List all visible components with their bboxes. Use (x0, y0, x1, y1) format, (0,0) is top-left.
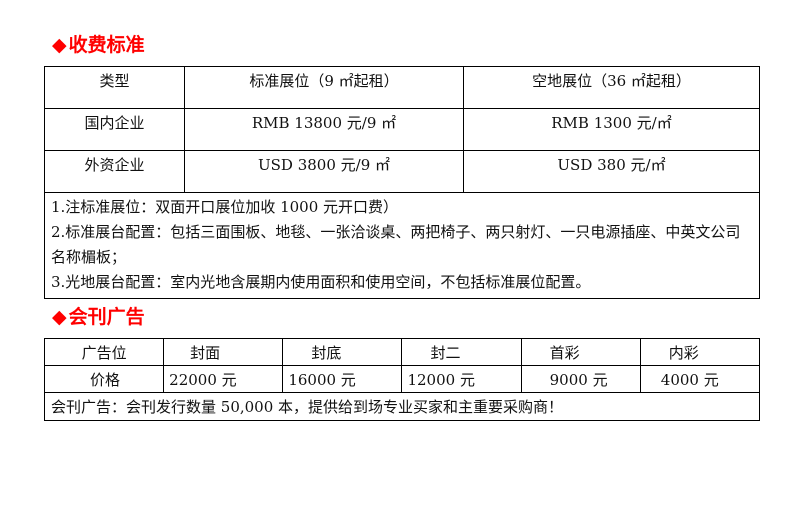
header-cell: 封底 (282, 338, 403, 366)
header-cell: 内彩 (639, 338, 761, 366)
fee-table: 类型 标准展位（9 ㎡起租） 空地展位（36 ㎡起租） 国内企业 RMB 138… (44, 66, 760, 299)
section-heading-fees: ◆ 收费标准 (52, 30, 145, 57)
header-cell: 标准展位（9 ㎡起租） (184, 66, 464, 109)
header-cell: 广告位 (43, 338, 165, 366)
table-cell: USD 3800 元/9 ㎡ (184, 150, 464, 193)
diamond-bullet-icon: ◆ (52, 34, 67, 56)
table-cell: 16000 元 (282, 365, 403, 393)
section-heading-ads: ◆ 会刊广告 (52, 302, 145, 329)
diamond-bullet-icon: ◆ (52, 306, 67, 328)
table-row: 价格 22000 元 16000 元 12000 元 9000 元 4000 元 (43, 365, 761, 393)
table-header-row: 广告位 封面 封底 封二 首彩 内彩 (43, 338, 761, 366)
heading-text: 会刊广告 (68, 306, 145, 328)
table-row: 外资企业 USD 3800 元/9 ㎡ USD 380 元/㎡ (44, 150, 760, 193)
note-cell: 会刊广告：会刊发行数量 50,000 本，提供给到场专业买家和主重要采购商！ (44, 392, 760, 421)
table-cell: 9000 元 (520, 365, 641, 393)
table-cell: 国内企业 (44, 108, 185, 151)
notes-row: 1.注标准展位：双面开口展位加收 1000 元开口费） 2.标准展台配置：包括三… (44, 192, 760, 299)
heading-text: 收费标准 (68, 34, 145, 56)
header-cell: 封二 (401, 338, 522, 366)
note-line: 3.光地展台配置：室内光地含展期内使用面积和使用空间，不包括标准展位配置。 (51, 273, 591, 291)
table-cell: 外资企业 (44, 150, 185, 193)
table-row: 国内企业 RMB 13800 元/9 ㎡ RMB 1300 元/㎡ (44, 108, 760, 151)
table-cell: 4000 元 (639, 365, 761, 393)
table-cell: 12000 元 (401, 365, 522, 393)
header-cell: 空地展位（36 ㎡起租） (463, 66, 760, 109)
ad-table: 广告位 封面 封底 封二 首彩 内彩 价格 22000 元 16000 元 12… (43, 338, 761, 421)
header-cell: 类型 (44, 66, 185, 109)
notes-row: 会刊广告：会刊发行数量 50,000 本，提供给到场专业买家和主重要采购商！ (44, 392, 760, 421)
header-cell: 封面 (163, 338, 284, 366)
table-cell: 22000 元 (163, 365, 284, 393)
table-cell: 价格 (43, 365, 165, 393)
table-cell: RMB 1300 元/㎡ (463, 108, 760, 151)
header-cell: 首彩 (520, 338, 641, 366)
notes-cell: 1.注标准展位：双面开口展位加收 1000 元开口费） 2.标准展台配置：包括三… (44, 192, 760, 299)
table-header-row: 类型 标准展位（9 ㎡起租） 空地展位（36 ㎡起租） (44, 66, 760, 109)
table-cell: USD 380 元/㎡ (463, 150, 760, 193)
table-cell: RMB 13800 元/9 ㎡ (184, 108, 464, 151)
note-line: 1.注标准展位：双面开口展位加收 1000 元开口费） (51, 198, 399, 216)
note-line: 2.标准展台配置：包括三面围板、地毯、一张洽谈桌、两把椅子、两只射灯、一只电源插… (51, 223, 741, 266)
